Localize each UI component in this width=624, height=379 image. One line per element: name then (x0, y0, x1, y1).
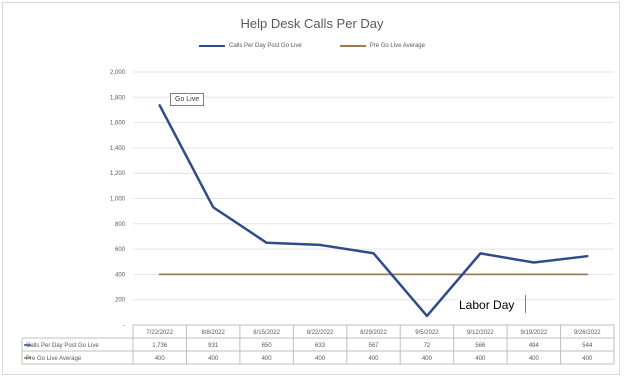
y-tick-label: 1,600 (110, 121, 126, 127)
legend-item-calls: Calls Per Day Post Go Live (199, 43, 302, 49)
chart-frame (2, 2, 620, 375)
legend-swatch-average (339, 45, 366, 47)
legend-label-calls: Calls Per Day Post Go Live (229, 43, 302, 49)
table-cell-value: 633 (315, 343, 326, 349)
y-tick-label: 400 (115, 272, 126, 278)
table-cell-value: 566 (475, 343, 486, 349)
table-cell-value: 72 (424, 343, 431, 349)
table-cell-value: 494 (529, 343, 540, 349)
x-tick-label: 8/15/2022 (253, 330, 280, 336)
x-tick-label: 9/12/2022 (467, 330, 494, 336)
x-tick-label: 9/19/2022 (520, 330, 547, 336)
y-tick-label: 1,800 (110, 95, 126, 101)
table-cell-value: 400 (262, 356, 273, 362)
table-cell-value: 400 (422, 356, 433, 362)
legend-label-average: Pre Go Live Average (369, 43, 425, 49)
y-tick-label: 2,000 (110, 70, 126, 76)
chart-title: Help Desk Calls Per Day (240, 16, 384, 31)
legend-item-average: Pre Go Live Average (339, 43, 425, 49)
y-tick-label: 200 (115, 298, 126, 304)
go-live-annotation: Go Live (170, 93, 205, 106)
table-cell-value: 931 (208, 343, 219, 349)
x-tick-label: 8/29/2022 (360, 330, 387, 336)
y-tick-label: 800 (115, 222, 126, 228)
table-cell-value: 400 (155, 356, 166, 362)
table-cell-value: 400 (368, 356, 379, 362)
y-tick-label: 1,400 (110, 146, 126, 152)
text-cursor (525, 295, 526, 313)
y-tick-label: 600 (115, 247, 126, 253)
labor-day-annotation: Labor Day (457, 298, 517, 312)
y-tick-label: 1,200 (110, 171, 126, 177)
table-cell-value: 400 (475, 356, 486, 362)
y-tick-label: - (123, 323, 125, 329)
table-series-name: Pre Go Live Average (26, 356, 82, 362)
x-tick-label: 9/5/2022 (415, 330, 439, 336)
table-cell-value: 400 (582, 356, 593, 362)
y-tick-label: 1,000 (110, 197, 126, 203)
chart-legend: Calls Per Day Post Go Live Pre Go Live A… (0, 43, 624, 49)
table-cell-value: 567 (368, 343, 379, 349)
legend-swatch-calls (199, 45, 226, 47)
table-cell-value: 1,736 (152, 343, 168, 349)
table-cell-value: 400 (529, 356, 540, 362)
series-line-calls (158, 104, 589, 318)
x-tick-label: 8/22/2022 (307, 330, 334, 336)
table-series-name: Calls Per Day Post Go Live (26, 343, 99, 349)
table-cell-value: 400 (208, 356, 219, 362)
x-tick-label: 9/26/2022 (574, 330, 601, 336)
table-cell-value: 650 (262, 343, 273, 349)
table-cell-value: 400 (315, 356, 326, 362)
x-tick-label: 7/22/2022 (146, 330, 173, 336)
table-cell-value: 544 (582, 343, 593, 349)
x-tick-label: 8/8/2022 (201, 330, 225, 336)
